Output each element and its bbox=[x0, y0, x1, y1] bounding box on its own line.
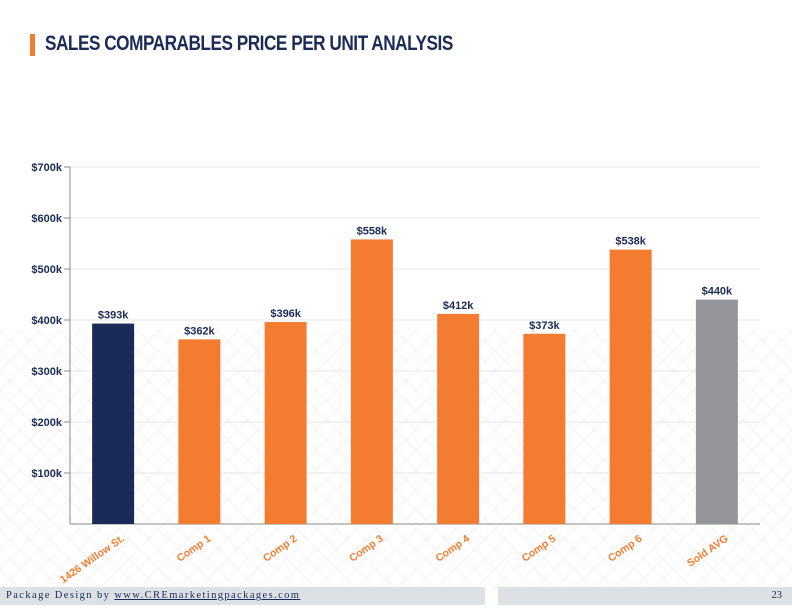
y-tick-label: $500k bbox=[31, 264, 62, 276]
x-tick-label: Comp 3 bbox=[347, 533, 386, 565]
x-tick-label: Comp 6 bbox=[606, 533, 645, 565]
bar bbox=[178, 339, 221, 524]
bar bbox=[609, 249, 652, 524]
data-label: $538k bbox=[615, 236, 646, 248]
x-tick-label: Sold AVG bbox=[685, 533, 731, 570]
data-label: $396k bbox=[270, 308, 301, 320]
data-label: $373k bbox=[529, 320, 560, 332]
x-tick-label: Comp 2 bbox=[261, 533, 300, 565]
data-label: $558k bbox=[357, 225, 388, 237]
footer-page-box: 23 bbox=[498, 587, 792, 605]
footer-prefix: Package Design by bbox=[6, 590, 115, 601]
data-label: $393k bbox=[98, 310, 129, 322]
y-tick-label: $700k bbox=[31, 162, 62, 174]
page-title: SALES COMPARABLES PRICE PER UNIT ANALYSI… bbox=[45, 32, 453, 55]
y-tick-label: $200k bbox=[31, 417, 62, 429]
page-number: 23 bbox=[771, 590, 783, 601]
x-tick-label: Comp 5 bbox=[520, 533, 559, 565]
x-tick-label: 1426 Willow St. bbox=[58, 533, 127, 586]
data-label: $362k bbox=[184, 325, 215, 337]
footer-credit: Package Design by www.CREmarketingpackag… bbox=[0, 587, 485, 605]
y-tick-label: $600k bbox=[31, 213, 62, 225]
bar bbox=[264, 322, 307, 524]
bar bbox=[523, 333, 566, 524]
y-tick-label: $100k bbox=[31, 468, 62, 480]
y-tick-label: $300k bbox=[31, 366, 62, 378]
bar bbox=[92, 323, 135, 524]
bar bbox=[437, 313, 480, 524]
title-accent-bar bbox=[30, 34, 35, 56]
x-tick-label: Comp 4 bbox=[433, 533, 472, 565]
data-label: $440k bbox=[702, 286, 733, 298]
bar bbox=[695, 299, 738, 524]
footer-link[interactable]: www.CREmarketingpackages.com bbox=[114, 590, 301, 601]
footer-credit-text: Package Design by www.CREmarketingpackag… bbox=[6, 590, 300, 601]
bar bbox=[350, 239, 393, 525]
x-tick-label: Comp 1 bbox=[175, 533, 214, 565]
data-label: $412k bbox=[443, 300, 474, 312]
y-tick-label: $400k bbox=[31, 315, 62, 327]
